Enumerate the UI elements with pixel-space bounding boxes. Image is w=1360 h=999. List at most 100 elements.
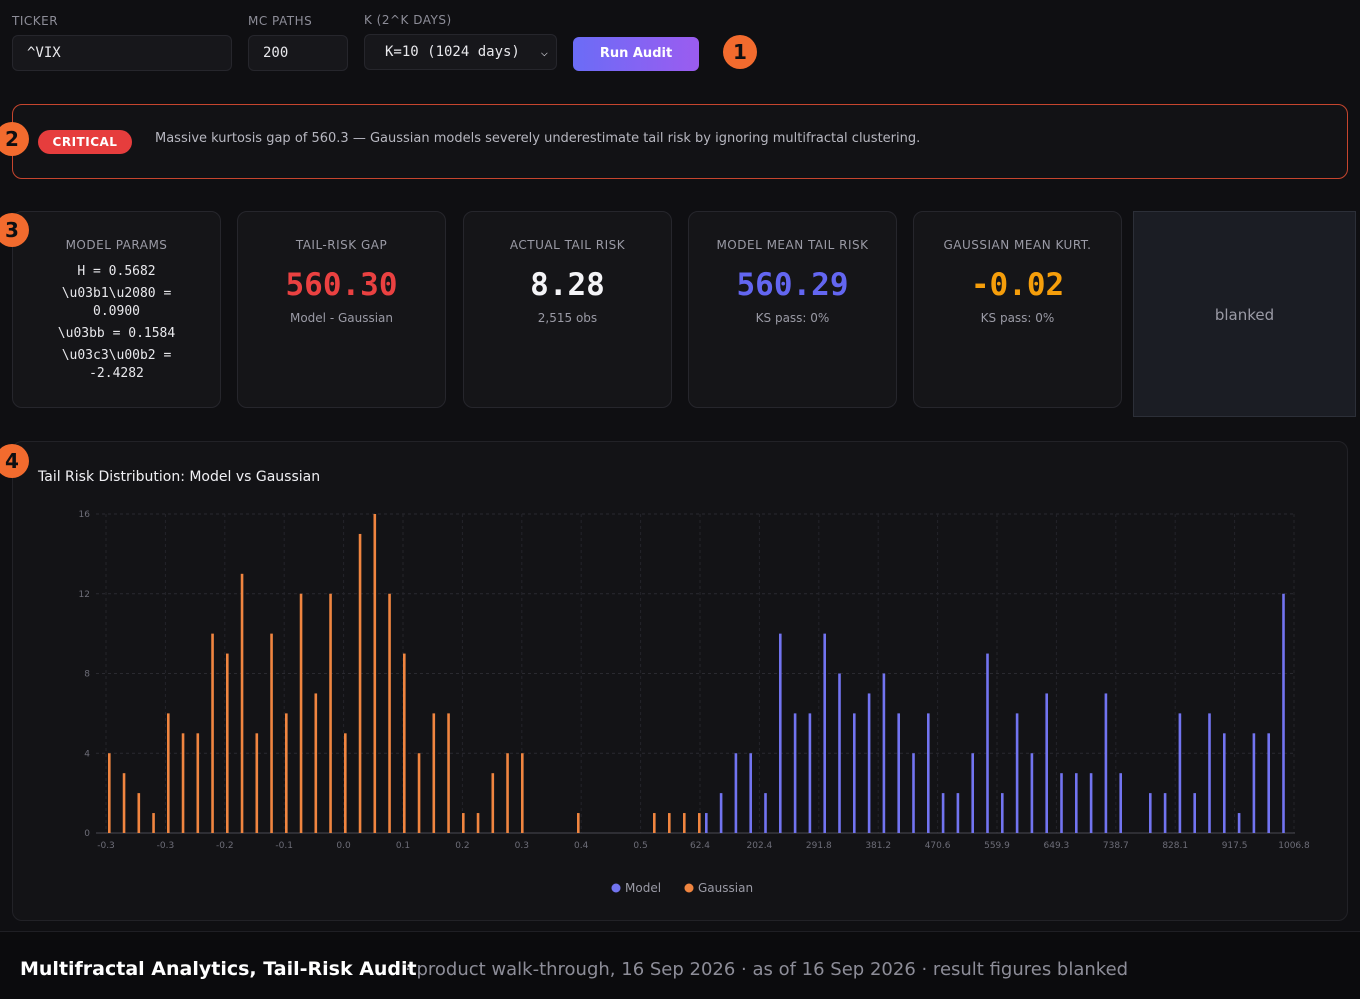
gaussian-mean-kurt-value: -0.02 — [970, 267, 1065, 303]
y-tick-label: 12 — [79, 590, 90, 600]
model-mean-tail-risk-sub: KS pass: 0% — [755, 311, 830, 325]
y-tick-label: 16 — [79, 510, 91, 520]
model-bar — [1089, 773, 1093, 833]
gaussian-bar — [491, 773, 495, 833]
model-bar — [1119, 773, 1122, 833]
model-params-title: MODEL PARAMS — [65, 238, 168, 252]
x-tick-label: 0.0 — [336, 841, 351, 851]
gaussian-bar — [314, 693, 318, 833]
run-audit-button[interactable]: Run Audit — [573, 37, 699, 71]
gaussian-bar — [329, 593, 332, 833]
gaussian-bar — [683, 813, 686, 833]
chart-panel: Tail Risk Distribution: Model vs Gaussia… — [12, 441, 1348, 921]
param-sigma: \u03c3\u00b2 = — [61, 348, 172, 363]
gaussian-bar — [167, 713, 170, 833]
model-params-list: H = 0.5682 \u03b1\u2080 = 0.0900 \u03bb … — [13, 263, 220, 387]
model-bar — [838, 673, 841, 833]
x-tick-label: 649.3 — [1044, 841, 1070, 851]
model-bar — [1060, 773, 1063, 833]
param-lambda: \u03bb = 0.1584 — [57, 326, 176, 341]
model-bar — [1193, 793, 1196, 833]
model-bar — [1030, 753, 1034, 833]
ticker-label: TICKER — [12, 14, 59, 28]
gaussian-bar — [270, 633, 273, 833]
gaussian-bar — [447, 713, 450, 833]
x-tick-label: 917.5 — [1222, 841, 1248, 851]
gaussian-bar — [108, 753, 111, 833]
x-tick-label: 0.5 — [633, 841, 647, 851]
model-bar — [764, 793, 767, 833]
model-bar — [867, 693, 871, 833]
tail-risk-chart: 0 4 8 12 16 -0.3 -0.3 -0.2 -0.1 0.0 0.1 0.2 0.3 0.4 0.… — [79, 510, 1310, 895]
gaussian-mean-kurt-card: GAUSSIAN MEAN KURT. -0.02 KS pass: 0% — [913, 211, 1122, 408]
mc-paths-input[interactable]: 200 — [248, 35, 348, 71]
x-tick-label: 0.4 — [574, 841, 589, 851]
actual-tail-risk-sub: 2,515 obs — [537, 311, 598, 325]
y-tick-label: 0 — [84, 829, 90, 839]
param-alpha-value: 0.0900 — [93, 304, 140, 319]
x-tick-label: 0.2 — [455, 841, 469, 851]
gaussian-bar — [285, 713, 288, 833]
model-bar — [719, 793, 723, 833]
critical-badge: CRITICAL — [38, 130, 132, 154]
chevron-down-icon: ⌵ — [540, 45, 548, 59]
tail-risk-gap-card: TAIL-RISK GAP 560.30 Model - Gaussian — [237, 211, 446, 408]
k-select[interactable]: K=10 (1024 days) ⌵ — [364, 34, 557, 70]
step-marker-2: 2 — [0, 122, 29, 156]
gaussian-bar — [255, 733, 259, 833]
gaussian-bar — [137, 793, 141, 833]
x-tick-label: 1006.8 — [1278, 841, 1310, 851]
model-params-card: MODEL PARAMS H = 0.5682 \u03b1\u2080 = 0… — [12, 211, 221, 408]
actual-tail-risk-card: ACTUAL TAIL RISK 8.28 2,515 obs — [463, 211, 672, 408]
x-tick-label: -0.1 — [275, 841, 293, 851]
model-bar — [705, 813, 708, 833]
gaussian-bar — [521, 753, 524, 833]
model-bar — [793, 713, 797, 833]
chart-title: Tail Risk Distribution: Model vs Gaussia… — [38, 469, 321, 485]
x-tick-label: 738.7 — [1103, 841, 1129, 851]
critical-alert: CRITICAL Massive kurtosis gap of 560.3 —… — [12, 104, 1348, 179]
legend-model-swatch — [611, 883, 621, 893]
y-tick-label: 8 — [84, 670, 90, 680]
x-tick-label: 828.1 — [1162, 841, 1188, 851]
model-bar — [1075, 773, 1078, 833]
gaussian-bar — [462, 813, 465, 833]
x-tick-label: 381.2 — [865, 841, 891, 851]
model-bar — [1237, 813, 1241, 833]
gaussian-bar — [417, 753, 421, 833]
model-bar — [971, 753, 974, 833]
model-bar — [1178, 713, 1182, 833]
model-bar — [1252, 733, 1256, 833]
x-tick-label: 559.9 — [984, 841, 1010, 851]
model-bar — [1104, 693, 1108, 833]
x-tick-label: 62.4 — [690, 841, 710, 851]
model-bar — [941, 793, 945, 833]
tail-risk-gap-sub: Model - Gaussian — [289, 311, 394, 325]
ticker-input[interactable]: ^VIX — [12, 35, 232, 71]
gaussian-bar — [299, 593, 303, 833]
k-label: K (2^K DAYS) — [364, 13, 452, 27]
gaussian-bar — [196, 733, 200, 833]
x-tick-label: 202.4 — [747, 841, 773, 851]
model-bar — [779, 633, 782, 833]
model-bar — [986, 653, 989, 833]
model-bar — [823, 633, 826, 833]
model-bar — [956, 793, 960, 833]
footer: Multifractal Analytics, Tail-Risk Audit … — [0, 931, 1360, 999]
gaussian-bar — [668, 813, 671, 833]
model-bar — [1015, 713, 1019, 833]
gaussian-bar — [358, 533, 362, 833]
gaussian-bar — [211, 633, 214, 833]
x-tick-label: 291.8 — [806, 841, 832, 851]
x-tick-label: -0.3 — [97, 841, 115, 851]
model-bar — [1208, 713, 1211, 833]
gaussian-bar — [152, 813, 155, 833]
legend-gaussian-swatch — [684, 883, 694, 893]
model-bar — [927, 713, 930, 833]
gaussian-bar — [373, 514, 377, 833]
model-bar — [1001, 793, 1004, 833]
actual-tail-risk-title: ACTUAL TAIL RISK — [509, 238, 626, 252]
model-bar — [1045, 693, 1048, 833]
gaussian-mean-kurt-sub: KS pass: 0% — [980, 311, 1055, 325]
model-mean-tail-risk-value: 560.29 — [736, 267, 849, 303]
